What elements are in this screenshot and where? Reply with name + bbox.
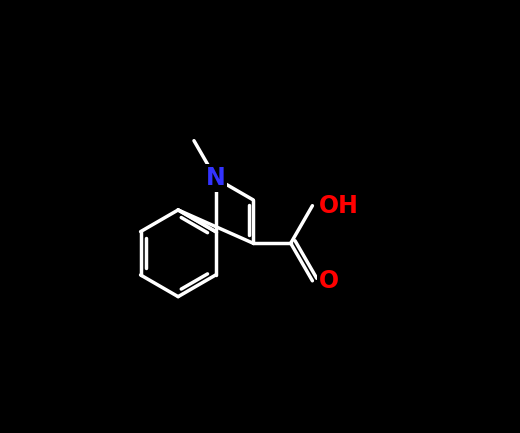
Text: OH: OH — [318, 194, 358, 218]
Text: O: O — [318, 269, 339, 293]
Text: N: N — [206, 166, 226, 190]
